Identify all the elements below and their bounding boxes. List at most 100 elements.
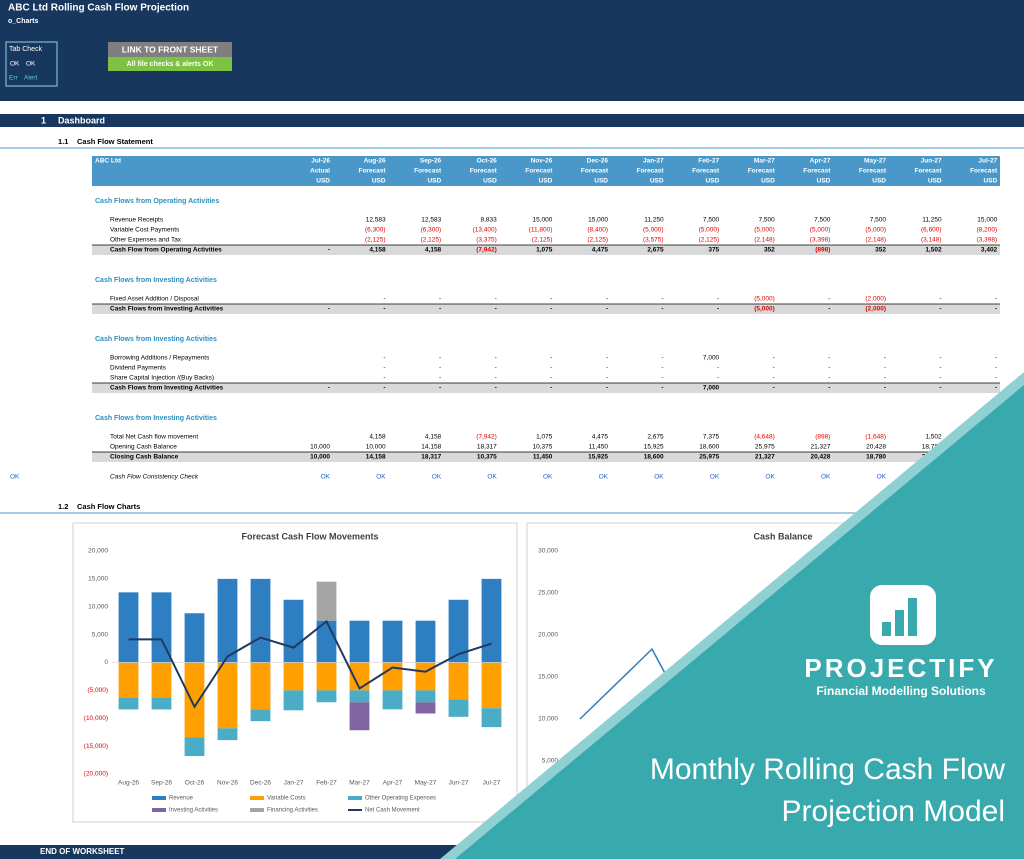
cell: 4,158 bbox=[369, 434, 386, 441]
cell: - bbox=[661, 306, 663, 313]
column-header: Forecast bbox=[470, 168, 498, 175]
cell: 12,583 bbox=[366, 217, 386, 224]
bar-segment bbox=[448, 699, 469, 717]
cell: - bbox=[606, 306, 608, 313]
cell: 2,675 bbox=[647, 434, 664, 441]
column-header: USD bbox=[928, 178, 942, 185]
cell: (8,400) bbox=[587, 227, 608, 234]
column-header: Feb-27 bbox=[698, 158, 719, 165]
row-label: Borrowing Additions / Repayments bbox=[110, 355, 210, 362]
cell: - bbox=[995, 375, 997, 382]
column-header: Dec-26 bbox=[587, 158, 609, 165]
link-button[interactable] bbox=[108, 42, 232, 57]
cell: 15,000 bbox=[533, 217, 553, 224]
cell: 15,925 bbox=[588, 454, 608, 461]
cell: 7,500 bbox=[870, 217, 887, 224]
cell: - bbox=[995, 355, 997, 362]
cell: - bbox=[939, 375, 941, 382]
cell: 4,475 bbox=[592, 247, 609, 254]
cell: - bbox=[773, 375, 775, 382]
total-row-bg bbox=[92, 245, 1000, 255]
tab-check-flag: OK bbox=[10, 61, 20, 68]
row-label: Total Net Cash flow movement bbox=[110, 434, 198, 441]
cell: - bbox=[383, 296, 385, 303]
cell: 1,502 bbox=[925, 434, 942, 441]
cell: - bbox=[383, 306, 385, 313]
bar-segment bbox=[415, 620, 436, 663]
cell: 15,000 bbox=[588, 217, 608, 224]
bar-segment bbox=[316, 690, 337, 703]
cell: (898) bbox=[815, 247, 830, 254]
cell: - bbox=[550, 365, 552, 372]
cell: - bbox=[884, 355, 886, 362]
legend-label: Net Cash Movement bbox=[365, 808, 420, 814]
cell: 21,327 bbox=[755, 454, 775, 461]
x-tick-label: Apr-27 bbox=[383, 780, 403, 787]
cell: (2,125) bbox=[365, 237, 386, 244]
subsection-number: 1.2 bbox=[58, 502, 68, 511]
column-header: USD bbox=[983, 178, 997, 185]
column-header: Forecast bbox=[803, 168, 831, 175]
cell: (3,398) bbox=[977, 237, 998, 244]
cell: 25,975 bbox=[699, 454, 719, 461]
bar-segment bbox=[151, 592, 172, 663]
bar-segment bbox=[448, 599, 469, 663]
cell: (5,000) bbox=[754, 227, 775, 234]
cell: (3,375) bbox=[476, 237, 497, 244]
cell: - bbox=[606, 365, 608, 372]
cell: 18,780 bbox=[922, 444, 942, 451]
column-header: Jan-27 bbox=[643, 158, 664, 165]
cell: 18,317 bbox=[421, 454, 441, 461]
total-row-label: Cash Flows from Investing Activities bbox=[110, 385, 224, 392]
cell: (2,000) bbox=[865, 296, 886, 303]
row-label: Variable Cost Payments bbox=[110, 227, 180, 234]
cell: - bbox=[773, 365, 775, 372]
cell: - bbox=[606, 355, 608, 362]
footer-label: END OF WORKSHEET bbox=[40, 847, 125, 856]
cell: (5,000) bbox=[810, 227, 831, 234]
check-cell: OK bbox=[321, 474, 331, 481]
cell: 15,000 bbox=[977, 217, 997, 224]
cell: - bbox=[995, 385, 997, 392]
legend-label: Revenue bbox=[169, 796, 194, 802]
tagline: Financial Modelling Solutions bbox=[816, 684, 986, 698]
cell: - bbox=[995, 365, 997, 372]
cell: - bbox=[939, 296, 941, 303]
sheet-title: ABC Ltd Rolling Cash Flow Projection bbox=[8, 3, 189, 14]
cell: 20,428 bbox=[811, 454, 831, 461]
column-header: Jul-26 bbox=[311, 158, 330, 165]
cell: 12,583 bbox=[421, 217, 441, 224]
cell: - bbox=[439, 375, 441, 382]
bar-segment bbox=[349, 702, 370, 731]
cell: - bbox=[773, 385, 775, 392]
cell: 14,158 bbox=[421, 444, 441, 451]
cell: 7,500 bbox=[814, 217, 831, 224]
cell: (2,000) bbox=[865, 306, 886, 313]
cell: - bbox=[606, 375, 608, 382]
x-tick-label: Jun-27 bbox=[449, 780, 469, 787]
subsection-title: Cash Flow Charts bbox=[77, 502, 140, 511]
tab-check-box bbox=[5, 41, 58, 87]
cell: - bbox=[439, 365, 441, 372]
bar-segment bbox=[184, 613, 205, 663]
cell: 375 bbox=[708, 247, 719, 254]
bar-segment bbox=[316, 662, 337, 691]
chart-title: Cash Balance bbox=[753, 531, 812, 541]
column-header: USD bbox=[817, 178, 831, 185]
column-header: Forecast bbox=[414, 168, 442, 175]
column-header: USD bbox=[761, 178, 775, 185]
x-tick-label: Mar-27 bbox=[349, 780, 370, 787]
link-button-label[interactable]: LINK TO FRONT SHEET bbox=[122, 44, 219, 54]
legend-swatch bbox=[152, 796, 166, 800]
cell: 1,075 bbox=[536, 434, 553, 441]
chart-title: Forecast Cash Flow Movements bbox=[241, 531, 378, 541]
cell: 18,317 bbox=[477, 444, 497, 451]
column-header: Jun-27 bbox=[921, 158, 942, 165]
total-row-label: Cash Flow from Operating Activities bbox=[110, 247, 222, 254]
x-tick-label: Oct-26 bbox=[185, 780, 205, 787]
promo-title: Projection Model bbox=[782, 795, 1005, 828]
y-tick-label: 20,000 bbox=[538, 632, 558, 639]
bar-segment bbox=[217, 578, 238, 663]
bar-segment bbox=[217, 662, 238, 729]
